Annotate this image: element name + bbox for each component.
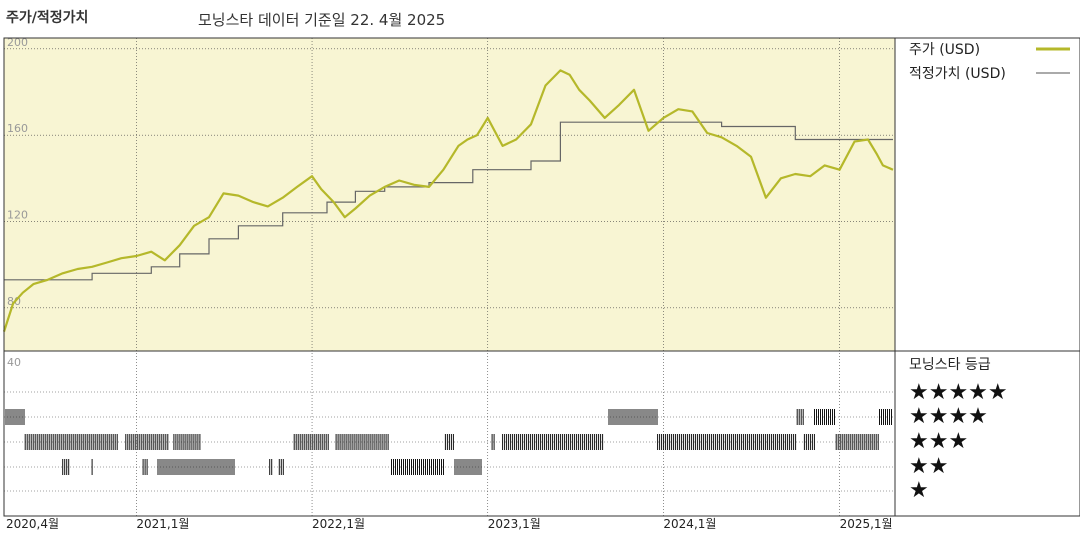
rating-band-4-star (657, 434, 797, 450)
y-tick-label: 200 (7, 36, 28, 49)
x-tick-label: 2022,1월 (312, 517, 365, 531)
rating-band-5-star (608, 409, 658, 425)
x-tick-label: 2023,1월 (488, 517, 541, 531)
rating-band-3-star (142, 459, 148, 475)
rating-level-1: ★ (909, 478, 929, 503)
rating-level-2: ★★ (909, 454, 948, 479)
rating-band-3-star (391, 459, 444, 475)
rating-band-3-star (157, 459, 235, 475)
rating-band-3-star (278, 459, 284, 475)
rating-band-5-star (879, 409, 892, 425)
rating-band-4-star (24, 434, 118, 450)
rating-level-3: ★★★ (909, 429, 968, 454)
rating-band-3-star (62, 459, 70, 475)
fair-value-line (4, 121, 893, 281)
x-tick-label: 2024,1월 (663, 517, 716, 531)
rating-band-4-star (125, 434, 169, 450)
rating-band-3-star (454, 459, 482, 475)
chart-title: 주가/적정가치 (6, 10, 89, 26)
x-tick-label: 2025,1월 (840, 517, 893, 531)
x-tick-label: 2021,1월 (136, 517, 189, 531)
data-date-label: 모닝스타 데이터 기준일 22. 4월 2025 (198, 11, 446, 29)
legend-fair-label: 적정가치 (USD) (909, 66, 1006, 82)
y-tick-label: 120 (7, 208, 28, 221)
rating-level-4: ★★★★ (909, 404, 988, 429)
rating-band-5-star (796, 409, 804, 425)
rating-band-3-star (269, 459, 273, 475)
legend-price-label: 주가 (USD) (909, 42, 980, 58)
rating-band-5-star (3, 409, 25, 425)
price-line (2, 69, 894, 332)
rating-band-4-star (335, 434, 389, 450)
rating-band-4-star (293, 434, 329, 450)
rating-level-5: ★★★★★ (909, 380, 1008, 405)
rating-band-4-star (444, 434, 454, 450)
legend: 주가 (USD) 적정가치 (USD) (909, 42, 1070, 82)
rating-band-4-star (173, 434, 201, 450)
rating-band-4-star (491, 434, 495, 450)
chart-frame (3, 37, 1080, 517)
price-panel-background (4, 38, 895, 351)
y-tick-label: 160 (7, 122, 28, 135)
rating-band-4-star (835, 434, 879, 450)
rating-band-4-star (803, 434, 815, 450)
x-tick-label: 2020,4월 (6, 517, 59, 531)
rating-band-5-star (814, 409, 835, 425)
rating-legend: 모닝스타 등급 ★★★★★ ★★★★ ★★★ ★★ ★ (909, 357, 1008, 503)
rating-title: 모닝스타 등급 (909, 357, 991, 373)
rating-axis-label: 40 (7, 356, 21, 369)
rating-band-4-star (502, 434, 604, 450)
